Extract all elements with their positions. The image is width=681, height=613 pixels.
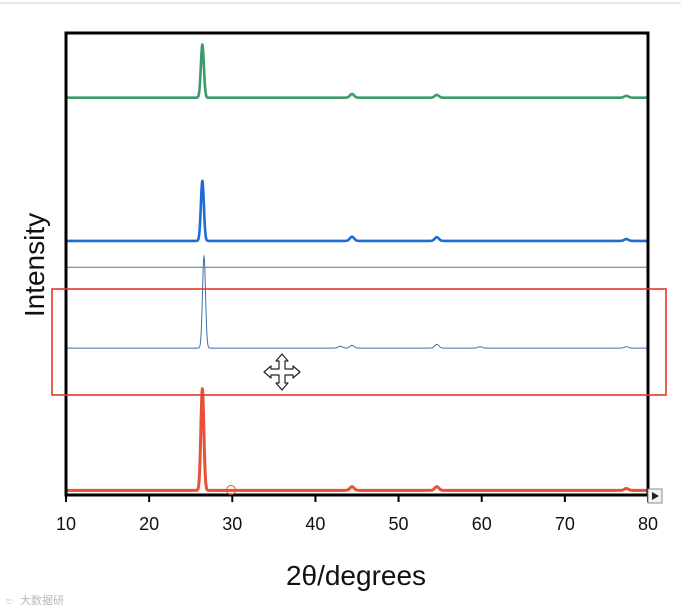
move-cursor-icon: [263, 353, 301, 391]
watermark: ಲ 大数据研: [6, 593, 64, 607]
series-line: [64, 387, 650, 492]
scroll-right-button[interactable]: [647, 488, 663, 504]
series-layer: [64, 43, 650, 492]
point-marker: [226, 485, 236, 495]
x-tick-label: 40: [305, 514, 325, 534]
watermark-text: 大数据研: [20, 593, 64, 607]
series-line: [65, 43, 649, 99]
series-line: [65, 255, 649, 349]
y-axis-title: Intensity: [19, 213, 50, 317]
x-tick-label: 70: [555, 514, 575, 534]
x-tick-label: 30: [222, 514, 242, 534]
x-tick-label: 80: [638, 514, 658, 534]
x-axis-ticks: 10 20 30 40 50 60 70 80: [56, 495, 658, 534]
watermark-logo-icon: ಲ: [6, 594, 13, 607]
x-tick-label: 60: [472, 514, 492, 534]
x-axis-title: 2θ/degrees: [286, 560, 426, 591]
x-tick-label: 20: [139, 514, 159, 534]
selection-box[interactable]: [51, 288, 667, 396]
x-tick-label: 50: [389, 514, 409, 534]
series-line: [65, 179, 649, 243]
x-tick-label: 10: [56, 514, 76, 534]
triangle-right-icon: [652, 492, 659, 500]
plot-frame: [64, 31, 650, 497]
